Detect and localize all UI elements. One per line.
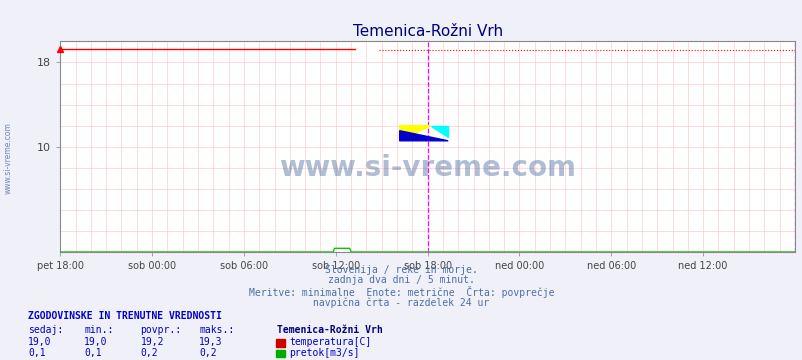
Text: ZGODOVINSKE IN TRENUTNE VREDNOSTI: ZGODOVINSKE IN TRENUTNE VREDNOSTI [28, 311, 221, 321]
Text: 19,3: 19,3 [199, 337, 222, 347]
Text: www.si-vreme.com: www.si-vreme.com [279, 154, 575, 182]
Text: 0,1: 0,1 [84, 348, 102, 358]
Text: Slovenija / reke in morje.: Slovenija / reke in morje. [325, 265, 477, 275]
Text: 0,2: 0,2 [199, 348, 217, 358]
Text: Meritve: minimalne  Enote: metrične  Črta: povprečje: Meritve: minimalne Enote: metrične Črta:… [249, 286, 553, 298]
Text: min.:: min.: [84, 325, 114, 335]
Text: maks.:: maks.: [199, 325, 234, 335]
Text: sedaj:: sedaj: [28, 325, 63, 335]
Text: navpična črta - razdelek 24 ur: navpična črta - razdelek 24 ur [313, 297, 489, 307]
Text: temperatura[C]: temperatura[C] [289, 337, 371, 347]
Polygon shape [430, 126, 448, 137]
Title: Temenica-Rožni Vrh: Temenica-Rožni Vrh [352, 24, 502, 39]
Text: pretok[m3/s]: pretok[m3/s] [289, 348, 359, 358]
Text: povpr.:: povpr.: [140, 325, 181, 335]
Polygon shape [399, 131, 448, 141]
Text: www.si-vreme.com: www.si-vreme.com [3, 122, 13, 194]
Text: 19,2: 19,2 [140, 337, 164, 347]
Text: 0,1: 0,1 [28, 348, 46, 358]
Polygon shape [399, 126, 430, 141]
Text: zadnja dva dni / 5 minut.: zadnja dva dni / 5 minut. [328, 275, 474, 285]
Text: 19,0: 19,0 [84, 337, 107, 347]
Text: 0,2: 0,2 [140, 348, 158, 358]
Text: Temenica-Rožni Vrh: Temenica-Rožni Vrh [277, 325, 383, 335]
Text: 19,0: 19,0 [28, 337, 51, 347]
